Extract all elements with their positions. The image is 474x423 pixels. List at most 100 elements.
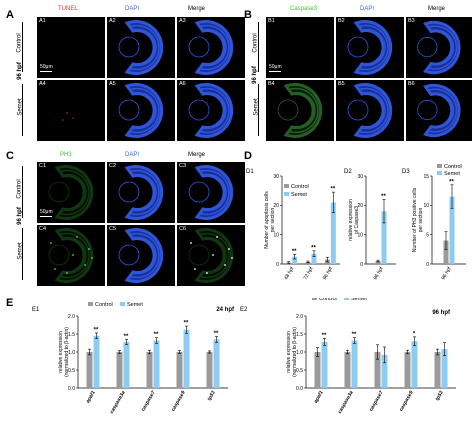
row-label-control: Control — [16, 33, 23, 53]
panel-letter-d: D — [244, 150, 252, 162]
category-label: apaf1 — [313, 390, 325, 405]
subpanel-id: E1 — [32, 307, 40, 313]
y-axis-label: (normalized to β-actin) — [292, 327, 298, 377]
lens-shape — [277, 99, 299, 121]
lens-shape — [417, 99, 438, 121]
y-tick-label: 0.5 — [68, 368, 75, 374]
retina-layer — [357, 87, 389, 134]
lens-shape — [118, 36, 140, 58]
legend-label: Control — [444, 164, 462, 170]
category-label: 72 hpf — [303, 265, 315, 281]
retina-shape — [194, 20, 234, 75]
y-tick-label: 10 — [423, 203, 429, 209]
positive-cell-dot — [224, 264, 226, 266]
eye-image — [48, 228, 94, 283]
retina-shape — [423, 83, 461, 138]
y-tick-label: 0 — [426, 262, 429, 268]
y-axis-label: per section — [418, 208, 424, 233]
tile-c4: C4 — [37, 225, 105, 286]
eye-image — [347, 20, 393, 75]
category-label: caspase7 — [368, 390, 385, 413]
retina-layer — [128, 169, 160, 216]
category-label: caspase9 — [170, 390, 187, 413]
retina-layer — [359, 92, 386, 129]
category-label: apaf1 — [85, 390, 97, 405]
eye-image — [347, 83, 393, 138]
retina-layer — [198, 232, 230, 279]
bar-control — [116, 352, 123, 388]
hpf-label: 96 hpf — [251, 66, 258, 84]
retina-shape — [194, 228, 234, 283]
legend-swatch — [437, 171, 442, 175]
y-axis-label: (normalized to β-actin) — [64, 327, 70, 377]
y-tick-label: 20 — [273, 203, 279, 209]
significance-mark: ** — [94, 327, 99, 333]
bar-semet — [351, 340, 358, 388]
stain-label-caspase3: Caspase3 — [290, 6, 318, 12]
bar-semet — [213, 339, 220, 388]
subpanel-id: D1 — [246, 169, 254, 175]
y-axis-label: Number of apoptosis cells — [264, 191, 270, 249]
positive-cell-dot — [190, 242, 192, 244]
retina-layer — [130, 237, 157, 274]
tile-c5: C5 — [107, 225, 175, 286]
retina-shape — [194, 83, 234, 138]
tile-c3: C3 — [177, 162, 245, 223]
legend-label: Control — [95, 302, 113, 308]
legend-swatch — [312, 298, 317, 300]
bar-semet — [449, 196, 455, 264]
lens-shape — [417, 36, 438, 58]
retina-shape — [283, 83, 323, 138]
stain-label-ph3: PH3 — [60, 152, 72, 158]
positive-cell-dot — [231, 257, 233, 259]
y-tick-label: 1.0 — [68, 350, 75, 356]
tile-b2: B2 — [336, 17, 404, 78]
legend-label: Semet — [291, 192, 307, 198]
row-label-semet: Semet — [17, 242, 24, 260]
panel-letter-a: A — [6, 9, 14, 21]
retina-layer — [128, 24, 160, 71]
lens-shape — [188, 244, 210, 266]
stain-label-merge: Merge — [188, 6, 206, 12]
category-label: 96 hpf — [373, 265, 385, 281]
retina-layer — [289, 92, 316, 129]
positive-cell-dot — [212, 254, 214, 256]
y-tick-label: 1.0 — [296, 350, 303, 356]
stain-label-tunel: TUNEL — [58, 6, 78, 12]
y-tick-label: 15 — [423, 174, 429, 180]
retina-layer — [60, 174, 87, 211]
bar-semet — [330, 202, 336, 264]
tile-c1: C1 50μm — [37, 162, 105, 223]
y-tick-label: 0.5 — [296, 368, 303, 374]
category-label: caspase3a — [109, 390, 127, 415]
eye-image — [417, 83, 461, 138]
retina-shape — [54, 165, 94, 220]
category-label: caspase7 — [140, 390, 157, 413]
bar-semet — [123, 341, 130, 388]
retina-shape — [124, 83, 164, 138]
lens-shape — [118, 244, 140, 266]
tile-c6: C6 — [177, 225, 245, 286]
scale-bar — [40, 216, 52, 217]
tile-b5: B5 — [336, 80, 404, 141]
y-tick-label: 0 — [276, 262, 279, 268]
significance-mark: ** — [214, 331, 219, 337]
retina-shape — [353, 83, 393, 138]
retina-shape — [124, 165, 164, 220]
legend-swatch — [344, 298, 349, 300]
tile-a1: A1 50μm — [37, 17, 105, 78]
retina-layer — [128, 232, 160, 279]
retina-layer — [200, 174, 227, 211]
y-tick-label: 0.0 — [68, 386, 75, 392]
bar-semet — [411, 341, 418, 388]
retina-layer — [60, 237, 87, 274]
bar-semet — [153, 340, 160, 388]
row-label-semet: Semet — [17, 98, 24, 116]
chart-title: 24 hpf — [216, 307, 235, 313]
eye-image — [188, 20, 234, 75]
retina-layer — [429, 92, 455, 129]
positive-cell-dot — [91, 257, 93, 259]
bar-control — [374, 352, 381, 388]
retina-shape — [54, 228, 94, 283]
positive-cell-dot — [84, 264, 86, 266]
